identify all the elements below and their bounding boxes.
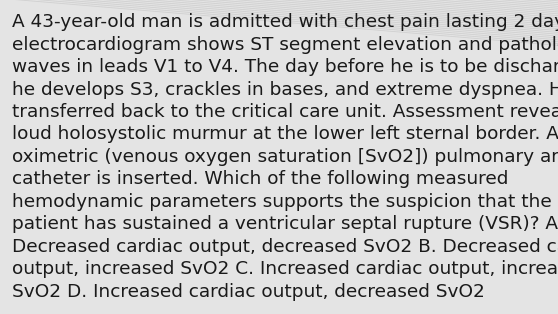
Text: waves in leads V1 to V4. The day before he is to be discharged,: waves in leads V1 to V4. The day before … (12, 58, 558, 76)
Text: electrocardiogram shows ST segment elevation and pathologic Q: electrocardiogram shows ST segment eleva… (12, 35, 558, 54)
Text: transferred back to the critical care unit. Assessment reveals a: transferred back to the critical care un… (12, 103, 558, 121)
Text: SvO2 D. Increased cardiac output, decreased SvO2: SvO2 D. Increased cardiac output, decrea… (12, 283, 485, 300)
Text: loud holosystolic murmur at the lower left sternal border. An: loud holosystolic murmur at the lower le… (12, 125, 558, 143)
Text: patient has sustained a ventricular septal rupture (VSR)? A.: patient has sustained a ventricular sept… (12, 215, 558, 233)
Text: output, increased SvO2 C. Increased cardiac output, increased: output, increased SvO2 C. Increased card… (12, 260, 558, 278)
Text: Decreased cardiac output, decreased SvO2 B. Decreased cardiac: Decreased cardiac output, decreased SvO2… (12, 238, 558, 256)
Text: oximetric (venous oxygen saturation [SvO2]) pulmonary artery: oximetric (venous oxygen saturation [SvO… (12, 148, 558, 166)
Text: he develops S3, crackles in bases, and extreme dyspnea. He is: he develops S3, crackles in bases, and e… (12, 81, 558, 99)
Text: A 43-year-old man is admitted with chest pain lasting 2 days. His: A 43-year-old man is admitted with chest… (12, 13, 558, 31)
Text: catheter is inserted. Which of the following measured: catheter is inserted. Which of the follo… (12, 170, 509, 188)
Text: hemodynamic parameters supports the suspicion that the: hemodynamic parameters supports the susp… (12, 193, 552, 211)
